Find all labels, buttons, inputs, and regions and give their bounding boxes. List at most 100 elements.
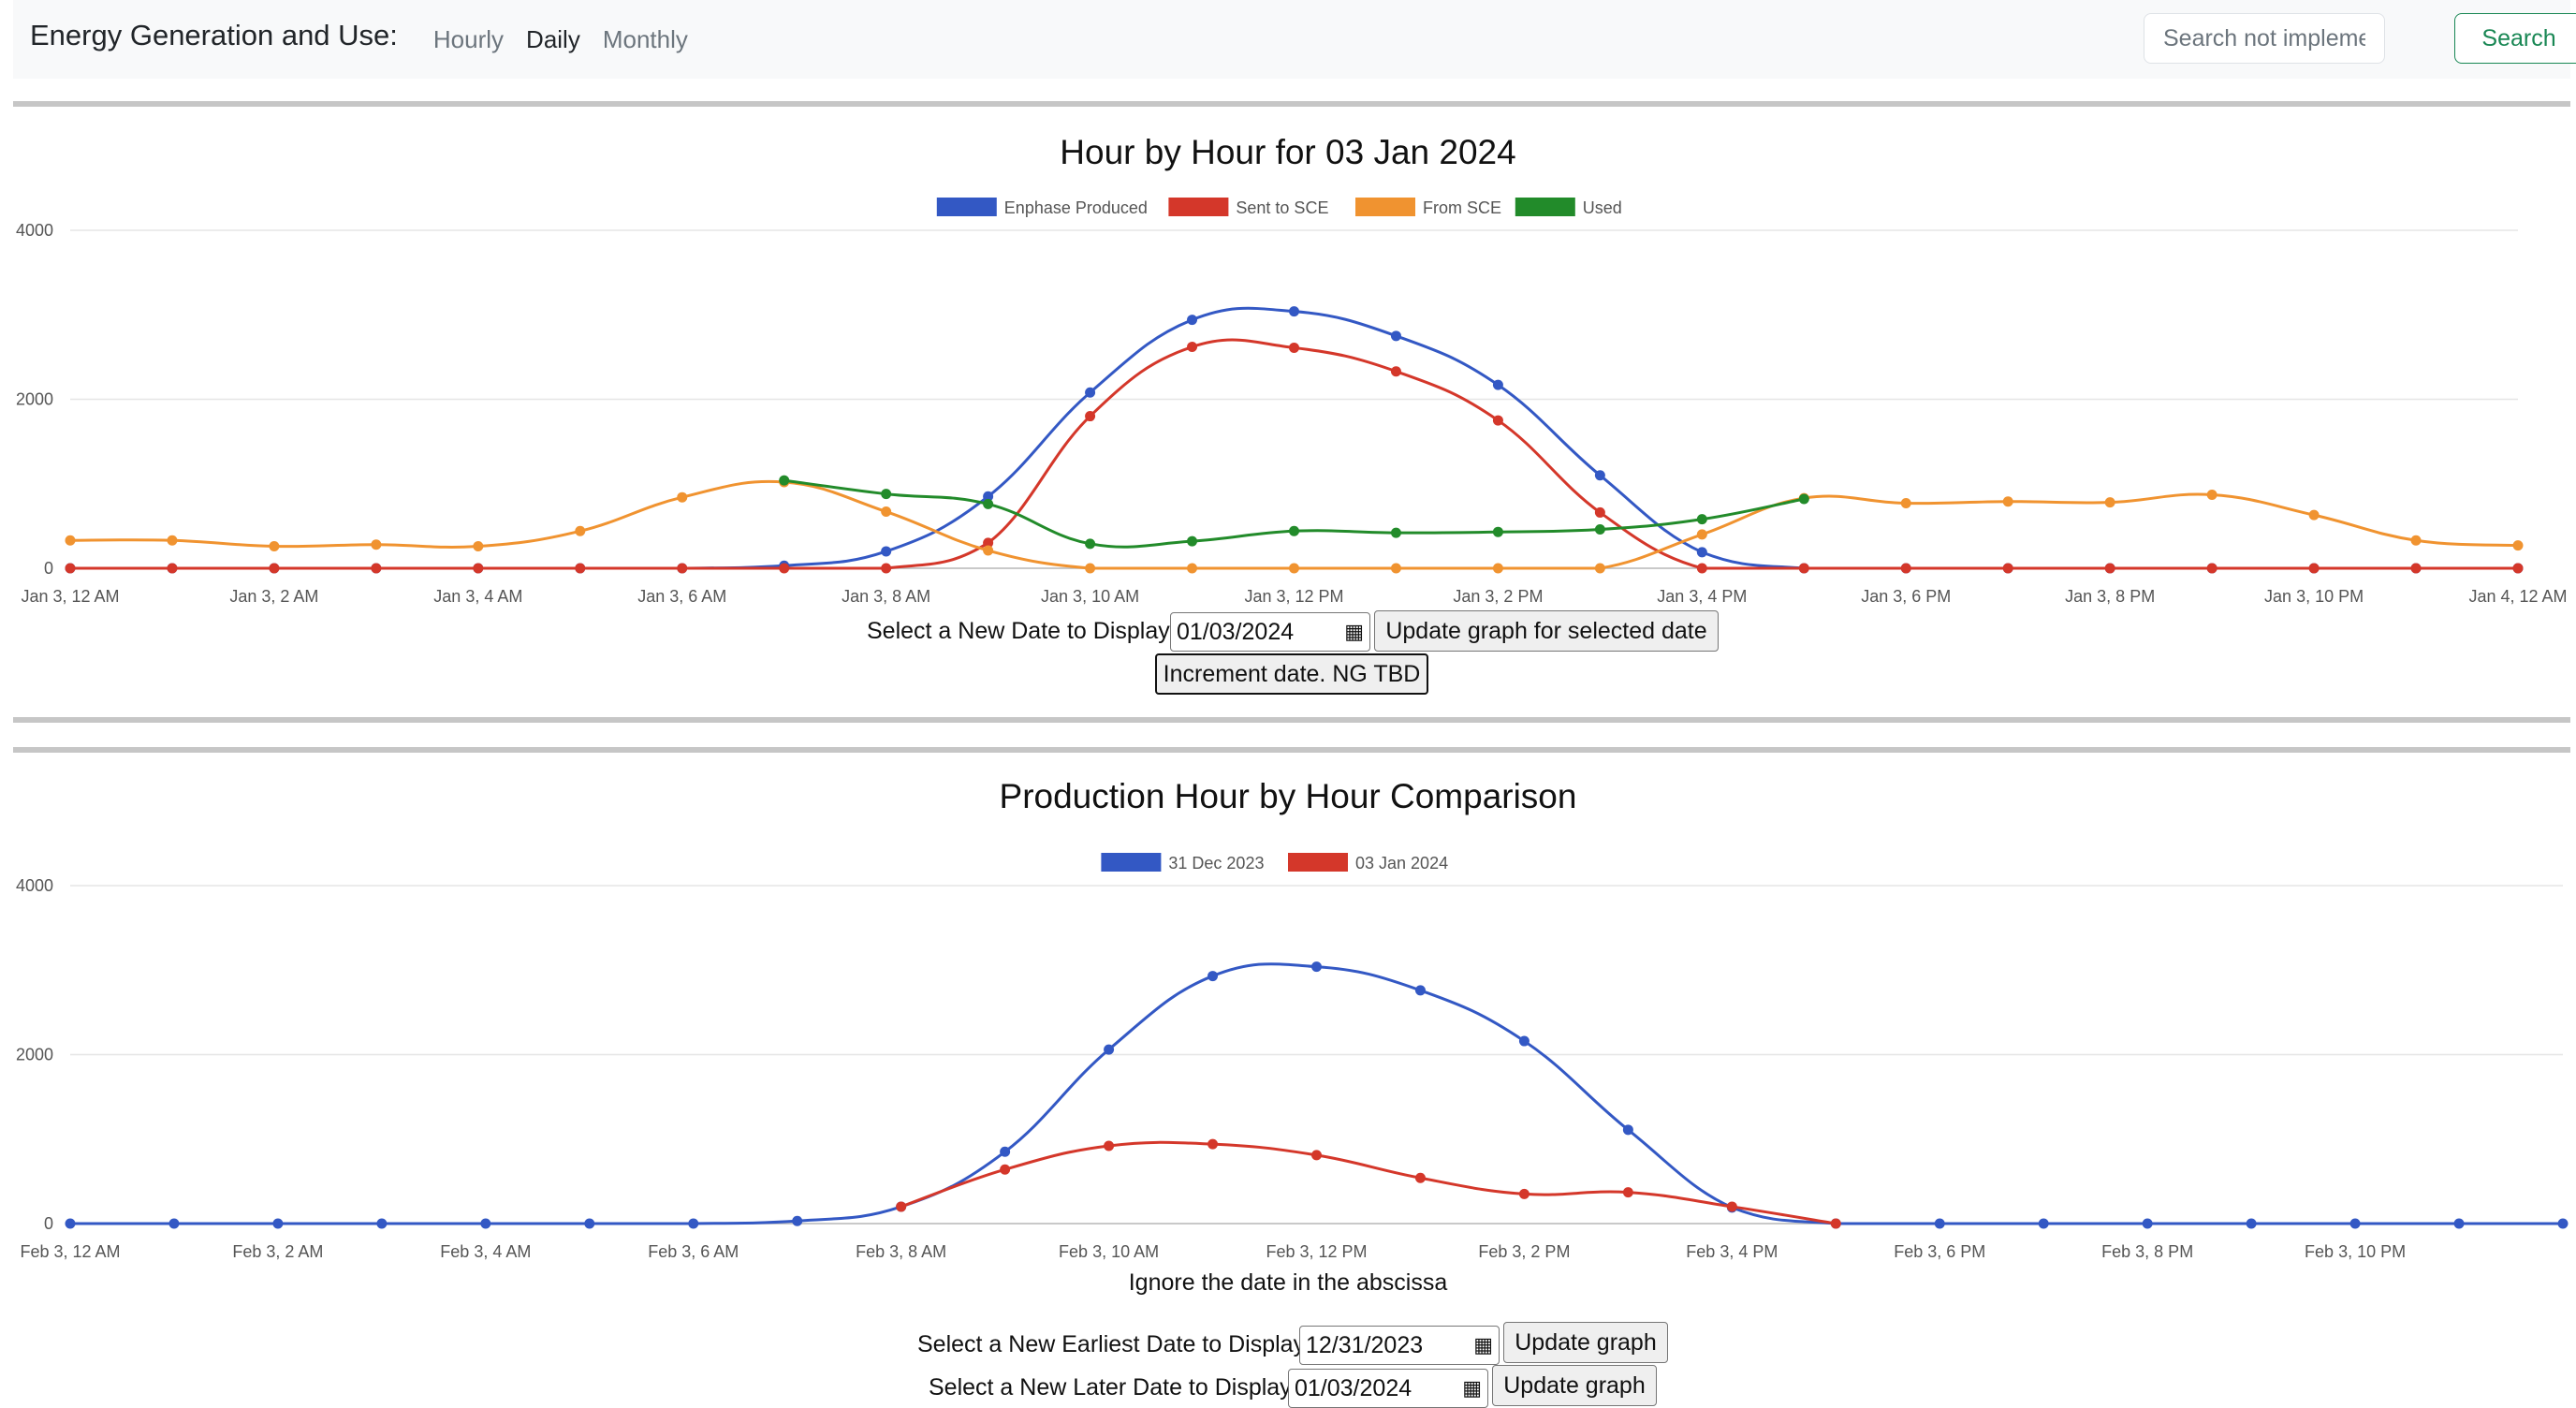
search-button[interactable]: Search xyxy=(2454,13,2576,64)
data-point[interactable] xyxy=(1594,563,1605,574)
data-point[interactable] xyxy=(1696,514,1707,525)
data-point[interactable] xyxy=(1726,1201,1737,1212)
data-point[interactable] xyxy=(1390,563,1401,574)
data-point[interactable] xyxy=(1900,498,1911,509)
data-point[interactable] xyxy=(167,535,178,546)
data-point[interactable] xyxy=(677,563,688,574)
data-point[interactable] xyxy=(1187,535,1198,547)
legend-swatch[interactable] xyxy=(1101,853,1162,872)
data-point[interactable] xyxy=(1390,330,1401,342)
data-point[interactable] xyxy=(2308,563,2320,574)
data-point[interactable] xyxy=(1311,1150,1322,1161)
data-point[interactable] xyxy=(1798,493,1809,505)
legend-swatch[interactable] xyxy=(1515,198,1575,216)
update-selected-date-button[interactable]: Update graph for selected date xyxy=(1374,610,1719,652)
legend-label[interactable]: 03 Jan 2024 xyxy=(1355,854,1448,873)
later-date-input[interactable]: 01/03/2024 ▦ xyxy=(1288,1369,1488,1408)
data-point[interactable] xyxy=(2410,563,2422,574)
data-point[interactable] xyxy=(1696,563,1707,574)
legend-swatch[interactable] xyxy=(1168,198,1229,216)
data-point[interactable] xyxy=(1414,1172,1426,1183)
data-point[interactable] xyxy=(2104,497,2115,508)
data-point[interactable] xyxy=(1492,415,1503,426)
data-point[interactable] xyxy=(1085,563,1096,574)
data-point[interactable] xyxy=(1085,411,1096,422)
data-point[interactable] xyxy=(2349,1218,2361,1229)
data-point[interactable] xyxy=(1492,526,1503,537)
data-point[interactable] xyxy=(480,1218,491,1229)
data-point[interactable] xyxy=(584,1218,595,1229)
data-point[interactable] xyxy=(1289,563,1299,574)
data-point[interactable] xyxy=(167,563,178,574)
data-point[interactable] xyxy=(376,1218,388,1229)
data-point[interactable] xyxy=(371,539,382,550)
data-point[interactable] xyxy=(2104,563,2115,574)
data-point[interactable] xyxy=(779,475,790,486)
data-point[interactable] xyxy=(2206,489,2217,500)
earliest-date-input[interactable]: 12/31/2023 ▦ xyxy=(1299,1326,1500,1365)
data-point[interactable] xyxy=(1104,1044,1115,1055)
data-point[interactable] xyxy=(2512,563,2524,574)
data-point[interactable] xyxy=(1104,1140,1115,1151)
data-point[interactable] xyxy=(1187,342,1198,353)
legend-label[interactable]: 31 Dec 2023 xyxy=(1168,854,1264,873)
data-point[interactable] xyxy=(1622,1124,1633,1136)
data-point[interactable] xyxy=(983,491,994,502)
data-point[interactable] xyxy=(677,491,688,503)
data-point[interactable] xyxy=(2038,1218,2049,1229)
data-point[interactable] xyxy=(792,1215,803,1226)
data-point[interactable] xyxy=(1492,379,1503,390)
data-point[interactable] xyxy=(983,537,994,549)
calendar-icon[interactable]: ▦ xyxy=(1473,1333,1493,1357)
data-point[interactable] xyxy=(1492,563,1503,574)
data-point[interactable] xyxy=(1085,538,1096,550)
data-point[interactable] xyxy=(1900,563,1911,574)
data-point[interactable] xyxy=(2308,509,2320,521)
data-point[interactable] xyxy=(65,563,76,574)
data-point[interactable] xyxy=(65,535,76,546)
data-point[interactable] xyxy=(1208,971,1219,982)
legend-label[interactable]: Sent to SCE xyxy=(1236,198,1328,217)
data-point[interactable] xyxy=(881,563,892,574)
data-point[interactable] xyxy=(1390,527,1401,538)
data-point[interactable] xyxy=(1798,563,1809,574)
data-point[interactable] xyxy=(1414,985,1426,996)
data-point[interactable] xyxy=(2206,563,2217,574)
legend-swatch[interactable] xyxy=(1288,853,1348,872)
data-point[interactable] xyxy=(1000,1164,1011,1175)
data-point[interactable] xyxy=(1594,523,1605,535)
data-point[interactable] xyxy=(983,498,994,509)
calendar-icon[interactable]: ▦ xyxy=(1462,1376,1482,1400)
nav-link-monthly[interactable]: Monthly xyxy=(602,24,688,53)
data-point[interactable] xyxy=(272,1218,284,1229)
data-point[interactable] xyxy=(371,563,382,574)
data-point[interactable] xyxy=(1187,563,1198,574)
nav-link-hourly[interactable]: Hourly xyxy=(432,24,505,53)
data-point[interactable] xyxy=(473,563,484,574)
data-point[interactable] xyxy=(1934,1218,1945,1229)
data-point[interactable] xyxy=(2453,1218,2465,1229)
data-point[interactable] xyxy=(269,541,280,552)
data-point[interactable] xyxy=(1696,529,1707,540)
data-point[interactable] xyxy=(473,541,484,552)
update-later-button[interactable]: Update graph xyxy=(1492,1365,1657,1406)
data-point[interactable] xyxy=(2557,1218,2569,1229)
data-point[interactable] xyxy=(1622,1187,1633,1198)
legend-label[interactable]: Used xyxy=(1583,198,1622,217)
data-point[interactable] xyxy=(2142,1218,2153,1229)
nav-link-daily[interactable]: Daily xyxy=(526,24,580,53)
data-point[interactable] xyxy=(1518,1035,1530,1047)
date-input[interactable]: 01/03/2024 ▦ xyxy=(1170,612,1370,652)
data-point[interactable] xyxy=(896,1201,907,1212)
legend-label[interactable]: From SCE xyxy=(1423,198,1501,217)
data-point[interactable] xyxy=(1000,1146,1011,1157)
data-point[interactable] xyxy=(1289,306,1299,317)
data-point[interactable] xyxy=(65,1218,76,1229)
data-point[interactable] xyxy=(881,489,892,500)
data-point[interactable] xyxy=(168,1218,180,1229)
data-point[interactable] xyxy=(1518,1188,1530,1199)
calendar-icon[interactable]: ▦ xyxy=(1344,620,1364,643)
data-point[interactable] xyxy=(983,545,994,556)
data-point[interactable] xyxy=(269,563,280,574)
data-point[interactable] xyxy=(1289,342,1299,353)
